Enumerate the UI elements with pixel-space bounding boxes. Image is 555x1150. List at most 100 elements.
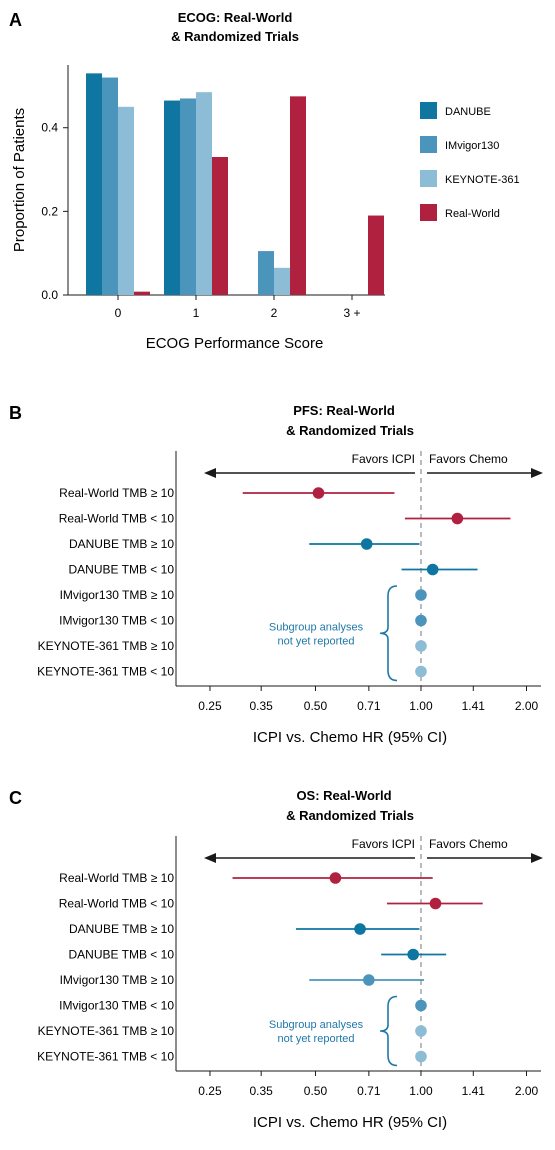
x-tick-label: 0.25 [198, 1084, 222, 1098]
panel-letter: A [9, 10, 22, 30]
row-label: KEYNOTE-361 TMB < 10 [37, 1050, 174, 1064]
row-label: IMvigor130 TMB < 10 [59, 999, 174, 1013]
legend-swatch-real-world [420, 204, 437, 221]
bar-imvigor130-1 [180, 98, 196, 295]
hr-point [415, 614, 427, 627]
row-label: IMvigor130 TMB ≥ 10 [60, 973, 175, 987]
y-tick-label: 0.4 [41, 121, 58, 135]
bar-danube-1 [164, 100, 180, 295]
hr-point [415, 999, 427, 1012]
x-tick-label: 0.25 [198, 699, 222, 713]
x-tick-label: 0.71 [357, 1084, 381, 1098]
x-axis-label: ICPI vs. Chemo HR (95% CI) [253, 1114, 447, 1131]
bar-real-world-1 [212, 157, 228, 295]
x-tick-label: 1.00 [409, 1084, 433, 1098]
bar-keynote-361-1 [196, 92, 212, 295]
hr-point [363, 974, 375, 986]
hr-point [354, 923, 366, 935]
row-label: DANUBE TMB < 10 [69, 948, 175, 962]
panel-letter: C [9, 788, 22, 808]
chart-title-line1: ECOG: Real-World [178, 10, 293, 25]
y-tick-label: 0.0 [41, 288, 58, 302]
x-tick-label: 0.50 [304, 1084, 328, 1098]
ecog-bar-chart-panel: A ECOG: Real-World & Randomized Trials 0.0 0… [9, 10, 520, 352]
row-label: KEYNOTE-361 TMB ≥ 10 [38, 639, 175, 653]
right-arrowhead-icon [531, 468, 543, 478]
legend-swatch-keynote-361 [420, 170, 437, 187]
x-axis-label: ICPI vs. Chemo HR (95% CI) [253, 729, 447, 746]
x-tick-label: 1.41 [462, 699, 486, 713]
subgroup-note-line2: not yet reported [277, 1033, 354, 1045]
x-tick-label-1: 1 [193, 306, 200, 320]
hr-point [415, 640, 427, 652]
favors-chemo-label: Favors Chemo [429, 837, 508, 851]
row-label: Real-World TMB < 10 [59, 512, 175, 526]
pfs-forest-plot-panel: B PFS: Real-World & Randomized Trials Favor… [9, 403, 543, 746]
left-arrowhead-icon [204, 468, 216, 478]
chart-title-line2: & Randomized Trials [286, 808, 414, 823]
bar-danube-0 [86, 73, 102, 295]
row-label: KEYNOTE-361 TMB < 10 [37, 665, 174, 679]
legend-label-real-world: Real-World [445, 208, 500, 220]
favors-icpi-label: Favors ICPI [352, 837, 415, 851]
row-label: IMvigor130 TMB ≥ 10 [60, 588, 175, 602]
chart-title-line1: PFS: Real-World [293, 403, 395, 418]
hr-point [415, 1025, 427, 1037]
subgroup-brace [379, 995, 398, 1067]
x-tick-label-3: 3 + [343, 306, 360, 320]
bar-real-world-2 [290, 96, 306, 295]
chart-title-line2: & Randomized Trials [171, 29, 299, 44]
hr-point [415, 665, 427, 678]
legend-label-danube: DANUBE [445, 106, 491, 118]
subgroup-note-line1: Subgroup analyses [269, 1019, 364, 1031]
y-axis-label: Proportion of Patients [11, 108, 28, 252]
hr-point [312, 487, 325, 499]
x-tick-label: 0.35 [250, 1084, 274, 1098]
hr-point [451, 512, 464, 525]
row-label: Real-World TMB ≥ 10 [59, 486, 174, 500]
hr-point [360, 538, 373, 550]
row-label: DANUBE TMB ≥ 10 [69, 922, 174, 936]
chart-title-line2: & Randomized Trials [286, 423, 414, 438]
subgroup-brace [379, 585, 398, 682]
row-label: KEYNOTE-361 TMB ≥ 10 [38, 1024, 175, 1038]
hr-point [415, 1050, 427, 1063]
row-label: Real-World TMB ≥ 10 [59, 871, 174, 885]
bar-keynote-361-2 [274, 267, 290, 295]
subgroup-note-line2: not yet reported [277, 635, 354, 647]
x-tick-label-2: 2 [271, 306, 278, 320]
right-arrowhead-icon [531, 853, 543, 863]
x-tick-label: 1.00 [409, 699, 433, 713]
row-label: Real-World TMB < 10 [59, 897, 175, 911]
x-tick-label: 0.50 [304, 699, 328, 713]
hr-point [329, 872, 342, 884]
chart-title-line1: OS: Real-World [296, 788, 391, 803]
x-axis-label: ECOG Performance Score [146, 335, 324, 352]
hr-point [429, 897, 442, 910]
y-tick-label: 0.2 [41, 204, 58, 218]
x-tick-label-0: 0 [115, 306, 122, 320]
legend-label-keynote-361: KEYNOTE-361 [445, 174, 520, 186]
row-label: DANUBE TMB ≥ 10 [69, 537, 174, 551]
favors-chemo-label: Favors Chemo [429, 452, 508, 466]
bar-imvigor130-0 [102, 77, 118, 295]
os-forest-plot-panel: C OS: Real-World & Randomized Trials Favors… [9, 788, 543, 1131]
x-tick-label: 2.00 [515, 1084, 539, 1098]
bar-real-world-3 [368, 215, 384, 295]
favors-icpi-label: Favors ICPI [352, 452, 415, 466]
hr-point [426, 563, 439, 576]
subgroup-note-line1: Subgroup analyses [269, 621, 364, 633]
left-arrowhead-icon [204, 853, 216, 863]
x-tick-label: 0.71 [357, 699, 381, 713]
legend-swatch-imvigor130 [420, 136, 437, 153]
hr-point [415, 589, 427, 601]
bar-real-world-0 [134, 291, 150, 295]
legend-label-imvigor130: IMvigor130 [445, 140, 499, 152]
bar-keynote-361-0 [118, 106, 134, 296]
x-tick-label: 0.35 [250, 699, 274, 713]
row-label: DANUBE TMB < 10 [69, 563, 175, 577]
hr-point [407, 948, 419, 961]
bar-imvigor130-2 [258, 251, 274, 295]
legend-swatch-danube [420, 102, 437, 119]
